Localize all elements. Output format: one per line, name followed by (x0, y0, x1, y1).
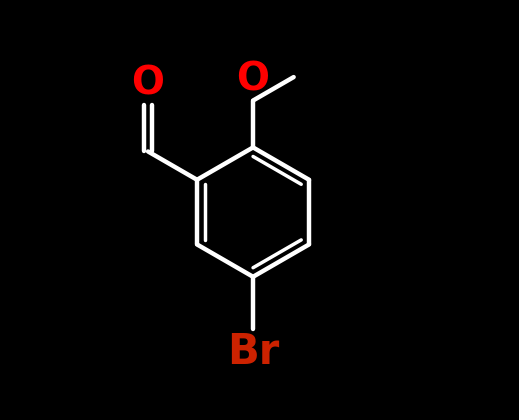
Text: Br: Br (227, 331, 279, 373)
Text: O: O (131, 65, 165, 103)
Text: O: O (237, 61, 269, 99)
